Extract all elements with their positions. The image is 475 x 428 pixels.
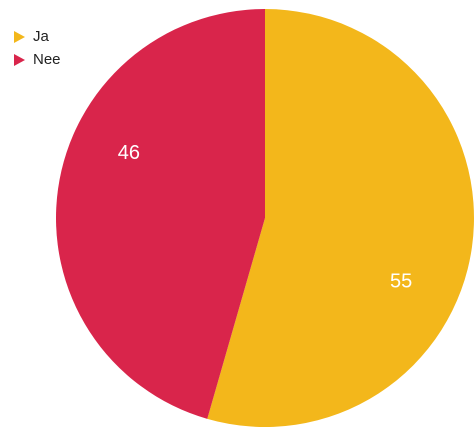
legend-label: Nee <box>33 51 61 68</box>
pie-slice <box>56 9 266 419</box>
legend-label: Ja <box>33 28 50 45</box>
legend-marker <box>14 31 25 43</box>
value-label: 46 <box>118 142 140 164</box>
legend-marker <box>14 54 25 66</box>
value-label: 55 <box>390 270 412 292</box>
pie-slice <box>207 9 475 427</box>
